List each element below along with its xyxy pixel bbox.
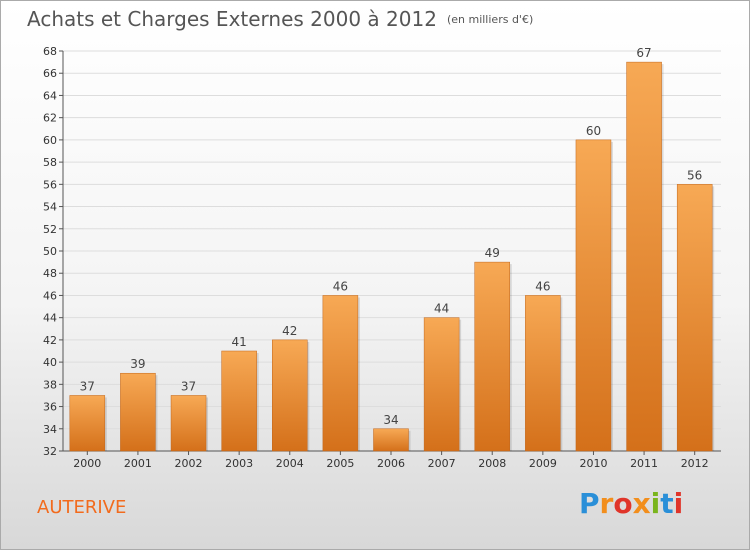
x-tick-label: 2002 bbox=[175, 457, 203, 470]
bar bbox=[272, 339, 308, 452]
bar bbox=[676, 184, 713, 452]
chart-title-text: Achats et Charges Externes 2000 à 2012 bbox=[27, 7, 437, 31]
x-tick-label: 2003 bbox=[225, 457, 253, 470]
x-tick-label: 2008 bbox=[478, 457, 506, 470]
y-tick-label: 48 bbox=[43, 267, 57, 280]
x-tick-label: 2001 bbox=[124, 457, 152, 470]
y-tick-label: 64 bbox=[43, 89, 57, 102]
bar bbox=[626, 61, 662, 452]
bar-value-label: 49 bbox=[485, 246, 500, 260]
bar bbox=[221, 350, 257, 452]
label-layer: 37 39 37 41 42 46 34 44 49 46 60 67 56 bbox=[80, 46, 703, 427]
y-tick-label: 40 bbox=[43, 356, 57, 369]
y-tick-label: 34 bbox=[43, 423, 57, 436]
x-tick-label: 2010 bbox=[579, 457, 607, 470]
x-tick-label: 2006 bbox=[377, 457, 405, 470]
bar-value-label: 42 bbox=[282, 324, 297, 338]
y-tick-label: 58 bbox=[43, 156, 57, 169]
bar bbox=[575, 139, 612, 452]
axis-layer: 32 34 36 38 40 42 44 46 48 50 52 54 56 58 60 62 64 66 68 20… bbox=[43, 45, 721, 470]
y-tick-label: 68 bbox=[43, 45, 57, 58]
grid-layer bbox=[63, 50, 721, 452]
y-tick-label: 56 bbox=[43, 178, 57, 191]
bar-value-label: 56 bbox=[687, 168, 702, 182]
commune-name: AUTERIVE bbox=[37, 497, 127, 518]
bar-value-label: 34 bbox=[383, 413, 398, 427]
y-tick-label: 38 bbox=[43, 378, 57, 391]
bar-value-label: 37 bbox=[80, 379, 95, 393]
x-tick-label: 2009 bbox=[529, 457, 557, 470]
bar-value-label: 46 bbox=[333, 279, 348, 293]
bar bbox=[474, 261, 510, 452]
y-tick-label: 54 bbox=[43, 201, 57, 214]
x-tick-label: 2012 bbox=[681, 457, 709, 470]
proxiti-logo: Proxiti bbox=[579, 487, 684, 520]
bar-value-label: 46 bbox=[535, 279, 550, 293]
bar-value-label: 67 bbox=[636, 46, 651, 60]
bar-value-label: 60 bbox=[586, 124, 601, 138]
x-tick-label: 2005 bbox=[326, 457, 354, 470]
bar bbox=[69, 395, 106, 452]
bar bbox=[525, 295, 561, 452]
y-tick-label: 66 bbox=[43, 67, 57, 80]
bar bbox=[423, 317, 460, 452]
y-tick-label: 36 bbox=[43, 401, 57, 414]
y-tick-label: 60 bbox=[43, 134, 57, 147]
bar-value-label: 41 bbox=[232, 335, 247, 349]
y-tick-label: 46 bbox=[43, 289, 57, 302]
bar-value-label: 44 bbox=[434, 302, 449, 316]
y-tick-label: 62 bbox=[43, 112, 57, 125]
bar bbox=[322, 295, 359, 452]
x-tick-label: 2004 bbox=[276, 457, 304, 470]
bar bbox=[170, 395, 207, 452]
y-tick-label: 50 bbox=[43, 245, 57, 258]
chart-unit: (en milliers d'€) bbox=[446, 13, 534, 26]
y-tick-label: 44 bbox=[43, 312, 57, 325]
x-tick-label: 2007 bbox=[428, 457, 456, 470]
y-tick-label: 32 bbox=[43, 445, 57, 458]
x-tick-label: 2011 bbox=[630, 457, 658, 470]
bar bbox=[373, 428, 409, 452]
x-tick-label: 2000 bbox=[73, 457, 101, 470]
chart-title: Achats et Charges Externes 2000 à 2012 (e… bbox=[27, 7, 533, 31]
bar-layer bbox=[69, 61, 715, 452]
bar-value-label: 37 bbox=[181, 379, 196, 393]
y-tick-label: 42 bbox=[43, 334, 57, 347]
y-tick-label: 52 bbox=[43, 223, 57, 236]
bar-value-label: 39 bbox=[130, 357, 145, 371]
bar-chart: 32 34 36 38 40 42 44 46 48 50 52 54 56 58 60 62 64 66 68 20… bbox=[43, 45, 721, 470]
bar bbox=[120, 372, 156, 452]
